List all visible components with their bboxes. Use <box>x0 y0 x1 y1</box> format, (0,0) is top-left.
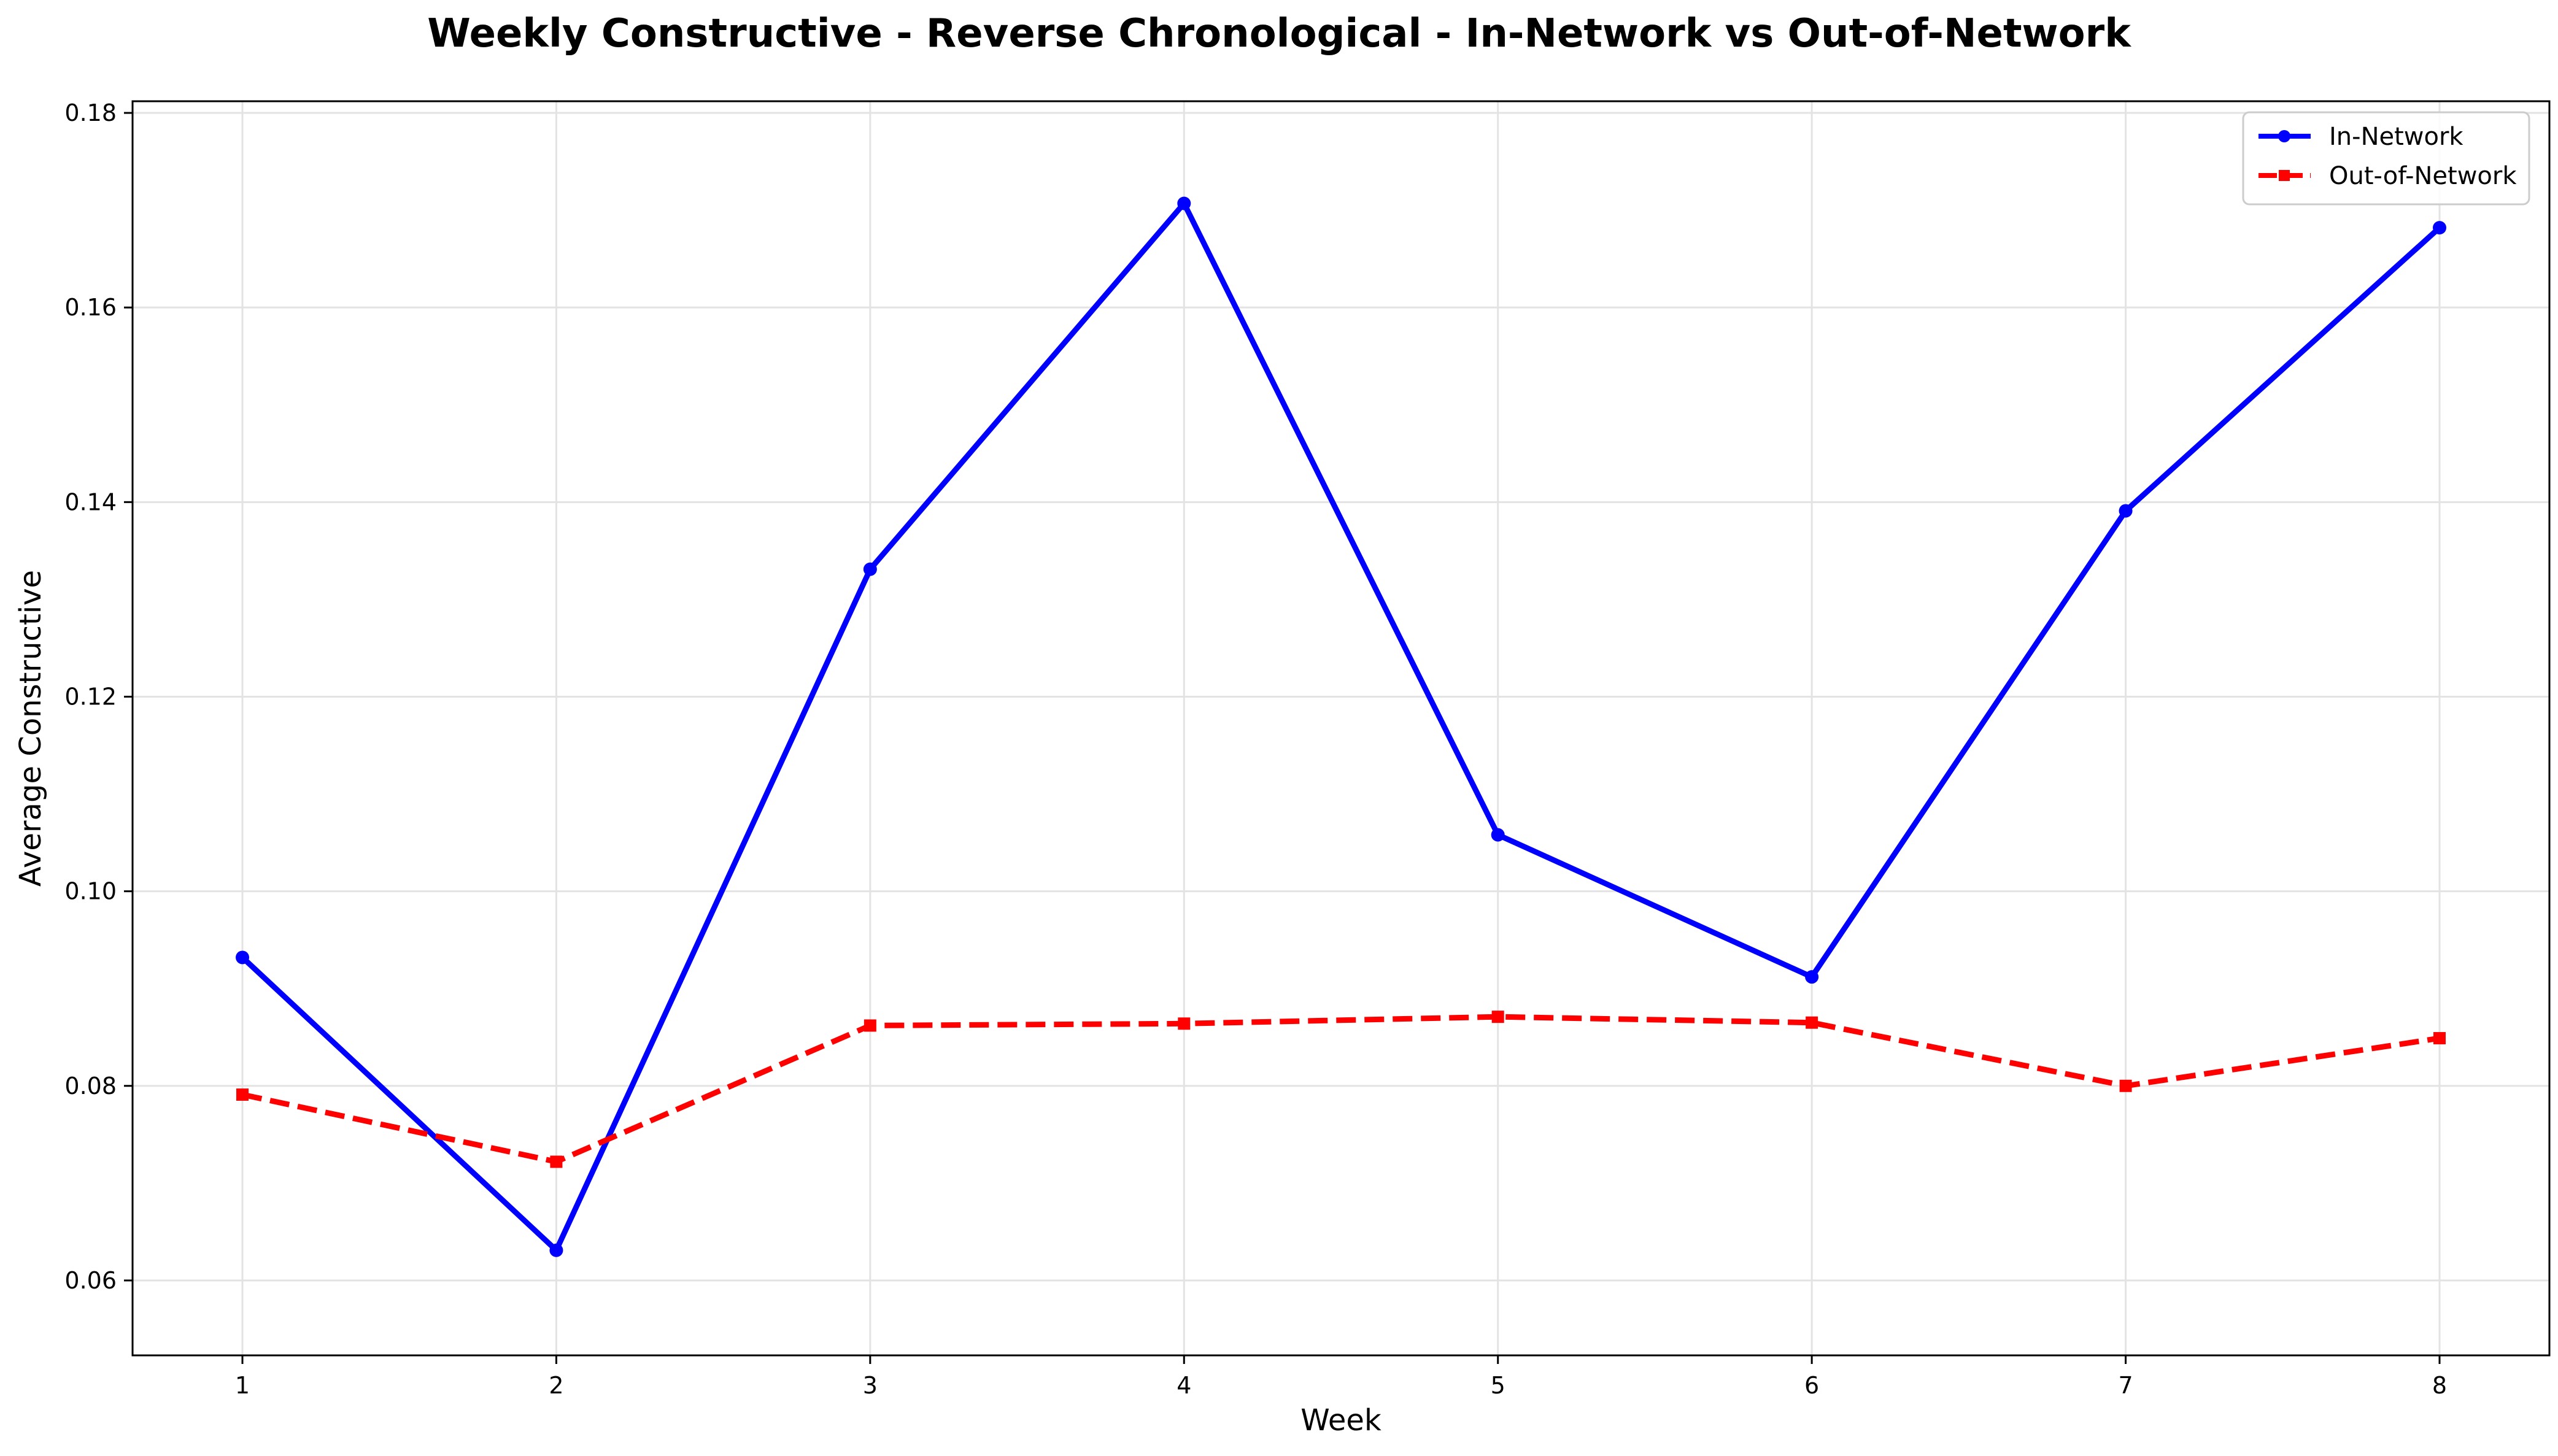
data-point-in-network <box>2433 221 2446 235</box>
plot-frame <box>131 100 2551 1357</box>
x-tick-label: 8 <box>2432 1372 2447 1399</box>
data-point-out-of-network <box>550 1155 563 1168</box>
data-point-out-of-network <box>2119 1079 2132 1092</box>
data-point-in-network <box>1491 828 1505 842</box>
x-tick-label: 4 <box>1177 1372 1191 1399</box>
data-point-out-of-network <box>236 1088 249 1101</box>
data-point-out-of-network <box>1178 1017 1191 1030</box>
grid <box>133 101 2549 1355</box>
y-tick-label: 0.14 <box>64 488 117 515</box>
x-tick-label: 5 <box>1491 1372 1505 1399</box>
x-tick-label: 2 <box>549 1372 563 1399</box>
legend-label-in-network: In-Network <box>2329 123 2463 151</box>
data-point-out-of-network <box>1806 1016 1818 1029</box>
legend-marker-in-network <box>2278 130 2290 142</box>
legend-label-out-of-network: Out-of-Network <box>2329 162 2517 190</box>
y-axis: 0.06 0.08 0.10 0.12 0.14 0.16 0.18 <box>64 99 133 1294</box>
data-point-in-network <box>1177 196 1191 210</box>
series-layer <box>236 196 2446 1257</box>
y-tick-label: 0.16 <box>64 294 117 321</box>
x-tick-label: 6 <box>1804 1372 1819 1399</box>
legend-marker-out-of-network <box>2279 170 2290 181</box>
y-tick-label: 0.18 <box>64 99 117 126</box>
data-point-in-network <box>863 562 877 576</box>
series-line-out-of-network <box>242 1014 2440 1165</box>
y-axis-label: Average Constructive <box>14 570 48 887</box>
data-point-in-network <box>2119 504 2133 518</box>
data-point-in-network <box>1805 970 1819 984</box>
data-point-out-of-network <box>1491 1011 1504 1023</box>
legend: In-Network Out-of-Network <box>2242 111 2530 206</box>
x-axis: 1 2 3 4 5 6 7 8 <box>235 1355 2447 1399</box>
y-tick-label: 0.12 <box>64 683 117 710</box>
legend-box <box>2242 111 2530 206</box>
data-point-in-network <box>549 1243 563 1257</box>
data-point-out-of-network <box>2433 1032 2446 1045</box>
x-axis-label: Week <box>1300 1403 1381 1438</box>
chart-title: Weekly Constructive - Reverse Chronologi… <box>427 11 2131 56</box>
x-tick-label: 3 <box>863 1372 878 1399</box>
data-point-in-network <box>236 950 249 965</box>
y-tick-label: 0.10 <box>64 878 117 905</box>
y-tick-label: 0.08 <box>64 1073 117 1100</box>
x-tick-label: 7 <box>2118 1372 2133 1399</box>
y-tick-label: 0.06 <box>64 1267 117 1294</box>
data-point-out-of-network <box>864 1019 876 1032</box>
x-tick-label: 1 <box>235 1372 250 1399</box>
